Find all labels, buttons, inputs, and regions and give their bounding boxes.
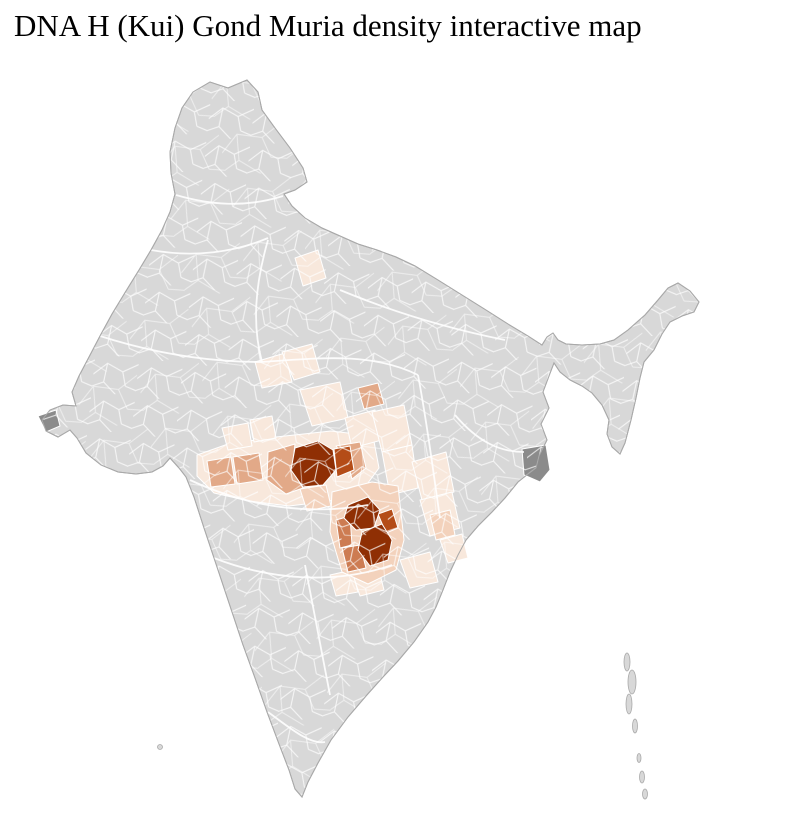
district-shape[interactable] [249,415,277,443]
district-shape[interactable] [206,456,236,488]
district-shape[interactable] [232,452,264,485]
district-shape[interactable] [221,422,253,451]
page-title: DNA H (Kui) Gond Muria density interacti… [14,8,642,43]
island-chain [157,652,648,800]
district-shape-no-data[interactable] [521,444,551,483]
